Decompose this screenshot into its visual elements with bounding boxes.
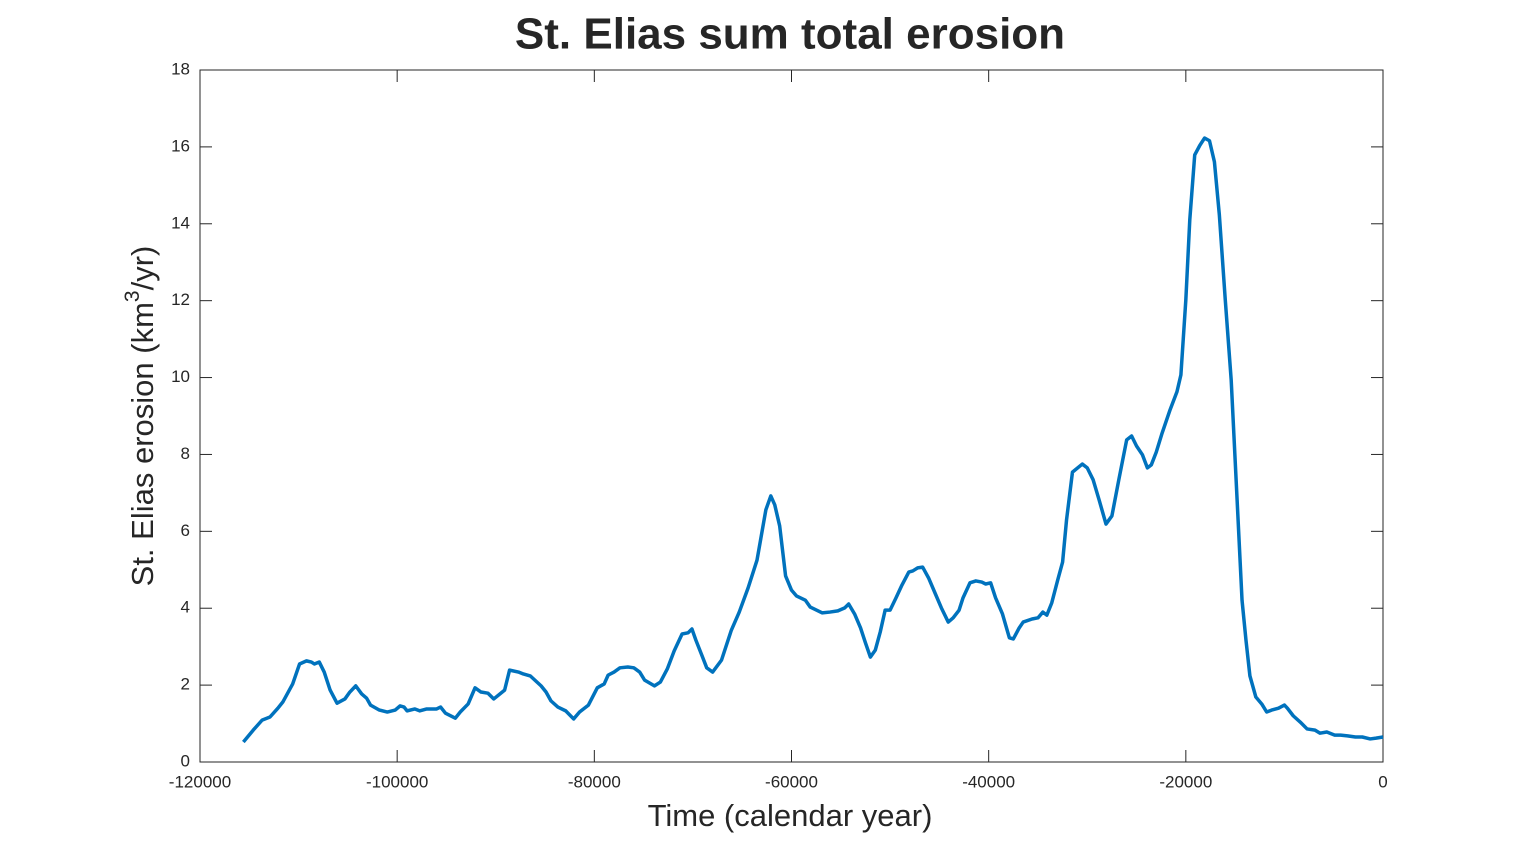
x-tick-label: -60000 [765, 772, 818, 791]
y-label-text: St. Elias erosion (km [125, 302, 160, 586]
y-tick-label: 0 [181, 751, 190, 770]
y-label-superscript: 3 [121, 290, 144, 302]
chart-title: St. Elias sum total erosion [515, 10, 1065, 59]
y-tick-label: 4 [181, 598, 190, 617]
x-tick-label: -120000 [169, 772, 231, 791]
x-tick-label: -40000 [962, 772, 1015, 791]
x-tick-label: -20000 [1159, 772, 1212, 791]
y-tick-label: 18 [171, 59, 190, 78]
y-tick-label: 10 [171, 367, 190, 386]
y-tick-label: 8 [181, 444, 190, 463]
x-tick-label: 0 [1378, 772, 1387, 791]
data-line [242, 136, 1384, 744]
x-tick-label: -100000 [366, 772, 428, 791]
y-label-text: /yr) [125, 246, 160, 291]
y-tick-label: 2 [181, 675, 190, 694]
x-tick-label: -80000 [568, 772, 621, 791]
x-axis-label: Time (calendar year) [648, 798, 933, 833]
plot-frame [199, 69, 1384, 763]
y-tick-label: 14 [171, 213, 190, 232]
y-tick-label: 6 [181, 521, 190, 540]
y-axis-label: St. Elias erosion (km3/yr) [121, 246, 161, 587]
y-tick-label: 16 [171, 136, 190, 155]
y-tick-label: 12 [171, 290, 190, 309]
